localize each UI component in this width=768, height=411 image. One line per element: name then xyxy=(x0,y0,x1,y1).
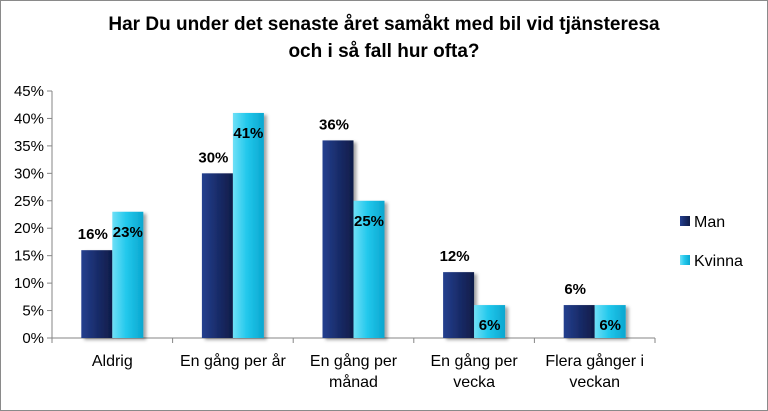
data-label-man: 6% xyxy=(564,281,586,298)
data-label-kvinna: 25% xyxy=(354,213,384,230)
y-tick-label: 35% xyxy=(14,138,44,155)
data-label-kvinna: 6% xyxy=(599,317,621,334)
y-tick-label: 40% xyxy=(14,110,44,127)
legend-label-man: Man xyxy=(694,214,725,231)
chart-title-line-1: Har Du under det senaste året samåkt med… xyxy=(108,14,660,35)
bar-kvinna xyxy=(353,200,385,338)
x-category-label: En gång per år xyxy=(180,352,287,370)
bar-kvinna xyxy=(112,211,144,338)
data-label-man: 12% xyxy=(440,248,470,265)
data-label-man: 16% xyxy=(78,226,108,243)
y-tick-label: 45% xyxy=(14,83,44,100)
data-label-man: 36% xyxy=(319,116,349,133)
y-tick-label: 0% xyxy=(22,330,44,347)
y-tick-label: 25% xyxy=(14,193,44,210)
x-category-label: En gång per månad xyxy=(310,352,398,391)
bar-man xyxy=(201,173,233,338)
data-label-kvinna: 41% xyxy=(233,125,263,142)
x-category-label: En gång per vecka xyxy=(431,352,519,391)
bar-man xyxy=(81,250,113,338)
y-tick-label: 20% xyxy=(14,220,44,237)
chart-title: Har Du under det senaste året samåkt med… xyxy=(1,11,767,65)
x-category-label: Flera gånger i veckan xyxy=(545,352,644,391)
y-tick-label: 5% xyxy=(22,303,44,320)
y-tick-label: 15% xyxy=(14,248,44,265)
legend-swatch-kvinna xyxy=(680,255,690,265)
y-tick-label: 30% xyxy=(14,165,44,182)
bar-kvinna xyxy=(474,305,506,338)
data-label-kvinna: 23% xyxy=(113,224,143,241)
bar-man xyxy=(322,140,354,338)
legend-label-kvinna: Kvinna xyxy=(694,253,743,270)
chart-title-line-2: och i så fall hur ofta? xyxy=(288,41,480,62)
bar-man xyxy=(443,272,475,338)
bar-kvinna xyxy=(594,305,626,338)
data-label-man: 30% xyxy=(198,149,228,166)
data-label-kvinna: 6% xyxy=(479,317,501,334)
bar-man xyxy=(563,305,595,338)
bar-kvinna xyxy=(232,112,264,338)
legend-swatch-man xyxy=(680,216,690,226)
y-tick-label: 10% xyxy=(14,275,44,292)
x-category-label: Aldrig xyxy=(92,353,133,370)
